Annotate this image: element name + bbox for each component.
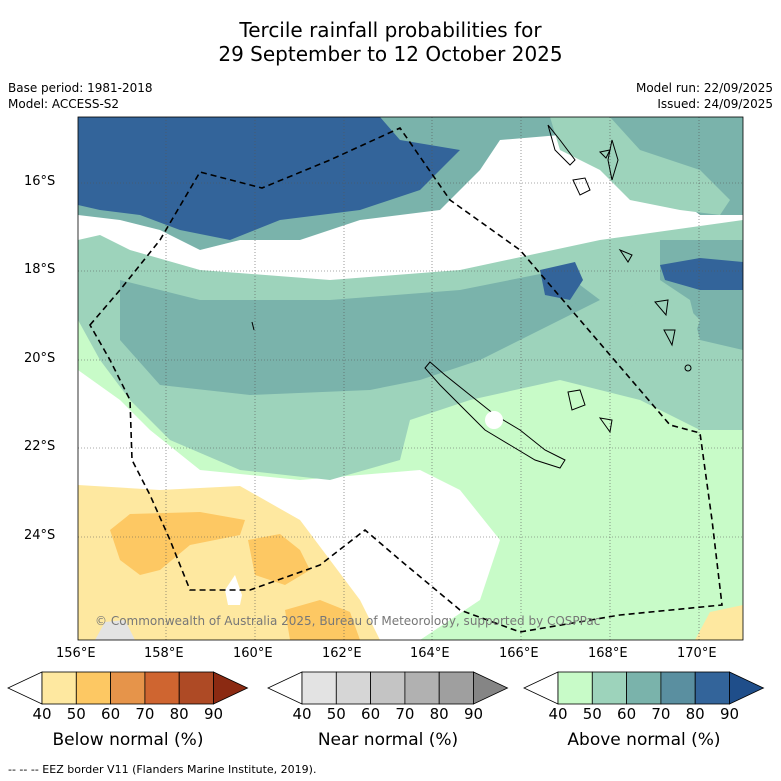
colorbar-extend-low bbox=[523, 671, 559, 705]
below-50-patch-b bbox=[248, 534, 310, 585]
colorbar-segment bbox=[591, 671, 627, 705]
vanuatu-coast-5 bbox=[618, 248, 633, 263]
meta-right: Model run: 22/09/2025 Issued: 24/09/2025 bbox=[636, 80, 773, 112]
colorbar-tick-label: 70 bbox=[651, 705, 671, 723]
eez-legend: -- -- -- EEZ border V11 (Flanders Marine… bbox=[8, 763, 317, 776]
lat-tick-label: 22°S bbox=[24, 439, 56, 454]
colorbar-tick-label: 60 bbox=[101, 705, 121, 723]
colorbar-extend-high bbox=[473, 671, 509, 705]
lat-tick-label: 18°S bbox=[24, 262, 56, 277]
colorbar-segment bbox=[438, 671, 474, 705]
colorbar-tick-label: 70 bbox=[135, 705, 155, 723]
colorbar-tick-label: 90 bbox=[463, 705, 484, 723]
colorbar-segment bbox=[404, 671, 440, 705]
colorbar-segment bbox=[75, 671, 112, 705]
colorbar-extend-low bbox=[267, 671, 303, 705]
colorbar-segment bbox=[178, 671, 214, 705]
map-fill-layers bbox=[78, 117, 743, 640]
vanuatu-coast-3 bbox=[607, 139, 619, 181]
gridlines bbox=[78, 117, 743, 640]
colorbar-extend-low bbox=[7, 671, 43, 705]
vanuatu-coast-2 bbox=[572, 177, 591, 196]
map-frame bbox=[77, 116, 744, 641]
colorbar-segment bbox=[626, 671, 662, 705]
colorbar-tick-label: 60 bbox=[617, 705, 637, 723]
colorbar-tick-label: 40 bbox=[32, 705, 52, 723]
lat-tick-label: 16°S bbox=[24, 174, 56, 189]
near-40-patch bbox=[95, 620, 135, 640]
lat-tick-label: 24°S bbox=[24, 528, 56, 543]
title-line-2: 29 September to 12 October 2025 bbox=[218, 42, 563, 66]
map-title: Tercile rainfall probabilities for 29 Se… bbox=[0, 18, 781, 66]
east-islands-coast bbox=[654, 299, 676, 347]
colorbar-segment bbox=[110, 671, 146, 705]
white-spot bbox=[485, 411, 503, 429]
vanuatu-coast-1 bbox=[547, 124, 576, 166]
colorbar-segment bbox=[557, 671, 593, 705]
colorbar-tick-label: 50 bbox=[582, 705, 602, 723]
new-caledonia-coast bbox=[424, 361, 566, 469]
colorbar-tick-label: 80 bbox=[429, 705, 449, 723]
colorbar-tick-label: 40 bbox=[548, 705, 568, 723]
lon-tick-label: 168°E bbox=[588, 646, 628, 661]
lon-tick-label: 170°E bbox=[677, 646, 717, 661]
colorbar-tick-label: 90 bbox=[203, 705, 224, 723]
colorbar-segment bbox=[41, 671, 77, 705]
below-50-patch-a bbox=[110, 512, 245, 575]
colorbar-segment bbox=[144, 671, 180, 705]
colorbar-label: Above normal (%) bbox=[567, 730, 721, 750]
eez-border bbox=[89, 126, 723, 633]
below-50-patch-c bbox=[285, 600, 360, 640]
colorbar-extend-high bbox=[729, 671, 765, 705]
colorbar-label: Below normal (%) bbox=[52, 730, 204, 750]
copyright-notice: © Commonwealth of Australia 2025, Bureau… bbox=[95, 614, 601, 628]
above-60-patch-east bbox=[612, 300, 700, 360]
colorbar-tick-label: 50 bbox=[66, 705, 86, 723]
lon-tick-label: 162°E bbox=[322, 646, 362, 661]
colorbar-segment bbox=[335, 671, 371, 705]
vanuatu-coast-4 bbox=[598, 149, 611, 159]
lon-tick-label: 164°E bbox=[410, 646, 450, 661]
colorbar-tick-label: 50 bbox=[326, 705, 346, 723]
colorbar-group bbox=[7, 671, 765, 705]
lon-tick-label: 160°E bbox=[233, 646, 273, 661]
colorbar-tick-label: 60 bbox=[361, 705, 381, 723]
lon-tick-label: 158°E bbox=[144, 646, 184, 661]
colorbar-extend-high bbox=[213, 671, 249, 705]
colorbar-segment bbox=[660, 671, 696, 705]
above-60-patch-islands bbox=[550, 117, 730, 215]
model-run: Model run: 22/09/2025 bbox=[635, 81, 773, 95]
lat-tick-label: 20°S bbox=[24, 351, 56, 366]
island-dot-east bbox=[684, 364, 692, 372]
lon-tick-label: 156°E bbox=[56, 646, 96, 661]
title-line-1: Tercile rainfall probabilities for bbox=[239, 18, 542, 42]
colorbar-label: Near normal (%) bbox=[317, 730, 459, 750]
issued-date: Issued: 24/09/2025 bbox=[657, 97, 773, 111]
below-40-patch-se bbox=[695, 605, 743, 640]
colorbar-segment bbox=[370, 671, 406, 705]
model-name: Model: ACCESS-S2 bbox=[8, 97, 120, 111]
colorbar-tick-label: 90 bbox=[719, 705, 740, 723]
coastlines bbox=[251, 124, 692, 469]
loyalty-islands-coast bbox=[567, 389, 613, 434]
above-80-region bbox=[78, 117, 460, 240]
above-80-patch-mid bbox=[540, 262, 583, 300]
above-80-patch-east bbox=[660, 258, 743, 290]
colorbar-tick-label: 70 bbox=[395, 705, 415, 723]
small-island-west bbox=[251, 321, 255, 331]
colorbar-tick-label: 80 bbox=[685, 705, 705, 723]
colorbar-tick-label: 40 bbox=[292, 705, 312, 723]
colorbar-segment bbox=[694, 671, 730, 705]
colorbar-segment bbox=[301, 671, 337, 705]
meta-left: Base period: 1981-2018 Model: ACCESS-S2 bbox=[8, 80, 153, 112]
base-period: Base period: 1981-2018 bbox=[8, 81, 153, 95]
lon-tick-label: 166°E bbox=[499, 646, 539, 661]
colorbar-tick-label: 80 bbox=[169, 705, 189, 723]
